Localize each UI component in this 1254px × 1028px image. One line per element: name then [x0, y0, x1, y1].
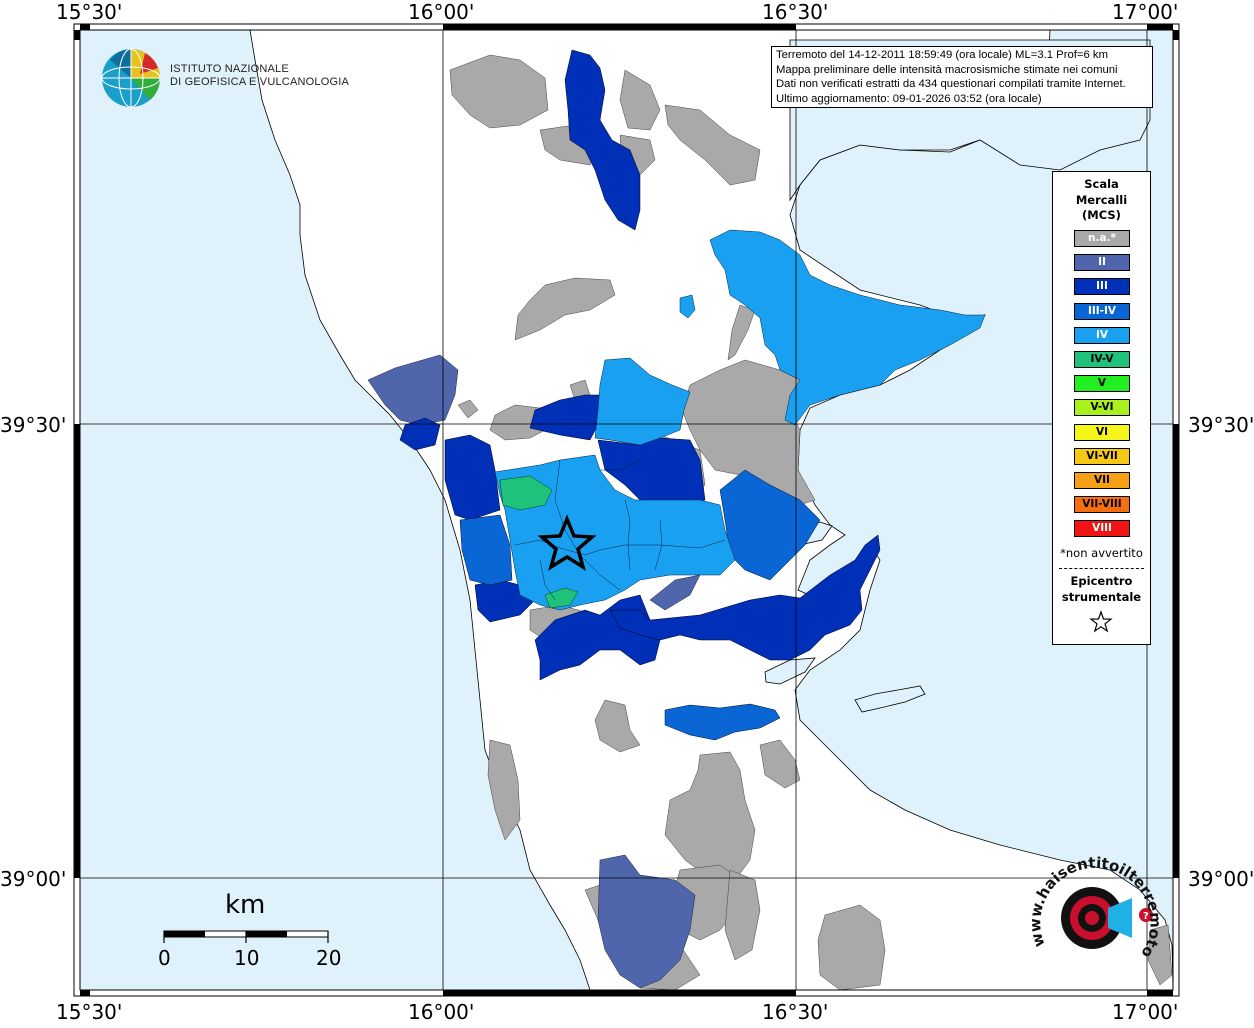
- municipality-ii: [597, 854, 696, 989]
- lon-label-bottom-2: 16°00': [408, 1000, 475, 1024]
- legend-item: II: [1074, 254, 1130, 272]
- logo-line: ISTITUTO NAZIONALE: [170, 63, 289, 75]
- municipality-iv-v: [499, 475, 553, 511]
- municipality-na: [817, 904, 886, 991]
- legend-item: IV-V: [1074, 351, 1130, 368]
- lon-label-top-2: 16°00': [408, 0, 475, 24]
- legend-note: *non avvertito: [1060, 546, 1143, 560]
- map-frame: [73, 23, 1180, 997]
- event-info-line: Terremoto del 14-12-2011 18:59:49 (ora l…: [776, 49, 1108, 61]
- municipality-iii-iv: [459, 514, 513, 586]
- municipalities-intensity-iv-v: [499, 475, 579, 609]
- epicenter-star-icon: [537, 514, 597, 571]
- lon-label-bottom-3: 16°30': [762, 1000, 829, 1024]
- legend-epicenter-line: strumentale: [1061, 589, 1142, 604]
- municipalities-na: [449, 54, 1173, 991]
- legend-title-line: Scala: [1084, 177, 1119, 191]
- municipality-na: [759, 739, 801, 789]
- scale-tick-10: 10: [234, 946, 260, 970]
- event-info-box: Terremoto del 14-12-2011 18:59:49 (ora l…: [771, 46, 1153, 108]
- municipalities-intensity-ii: [367, 354, 701, 989]
- event-info-line: Dati non verificati estratti da 434 ques…: [776, 78, 1126, 91]
- municipality-iii: [444, 434, 501, 521]
- municipality-iii: [564, 49, 641, 231]
- legend-item: VI: [1074, 423, 1130, 441]
- municipality-na: [724, 869, 761, 961]
- municipality-na: [681, 359, 816, 506]
- lake-3: [854, 685, 926, 713]
- ingv-logo-icon: [101, 48, 161, 108]
- legend-epicenter-line: Epicentro: [1070, 574, 1133, 588]
- municipality-iv: [679, 294, 696, 319]
- lat-label-right-2: 39°00': [1188, 867, 1254, 891]
- municipality-iii-iv: [664, 703, 781, 741]
- event-info-line: Mappa preliminare delle intensità macros…: [776, 63, 1118, 76]
- legend-item: IV: [1074, 326, 1130, 344]
- municipality-iv: [494, 454, 736, 611]
- lon-label-top-3: 16°30': [762, 0, 829, 24]
- municipality-na: [487, 739, 521, 841]
- legend-item: VIII: [1074, 520, 1130, 538]
- legend-item: III-IV: [1074, 302, 1130, 320]
- lat-label-left-2: 39°00': [0, 867, 67, 891]
- municipality-na: [449, 54, 549, 129]
- municipality-iv-v: [544, 587, 579, 609]
- scale-bar: [163, 930, 329, 943]
- municipalities-intensity-iii: [399, 49, 881, 681]
- ingv-logo-text: ISTITUTO NAZIONALE DI GEOFISICA E VULCAN…: [170, 63, 349, 89]
- logo-line: DI GEOFISICA E VULCANOLOGIA: [170, 76, 349, 88]
- legend-item: VI-VII: [1074, 447, 1130, 465]
- municipality-iv: [709, 229, 986, 426]
- event-info-line: Ultimo aggiornamento: 09-01-2026 03:52 (…: [776, 92, 1042, 105]
- lon-label-top-1: 15°30': [56, 0, 123, 24]
- municipality-na: [664, 104, 761, 186]
- legend-divider: [1059, 568, 1144, 569]
- municipality-na: [1147, 924, 1173, 986]
- municipality-iii: [399, 417, 441, 451]
- lon-label-top-4: 17°00': [1112, 0, 1179, 24]
- lon-label-bottom-1: 15°30': [56, 1000, 123, 1024]
- legend-item: VII-VIII: [1074, 496, 1130, 514]
- lon-label-bottom-4: 17°00': [1112, 1000, 1179, 1024]
- legend-item: VII: [1074, 472, 1130, 489]
- municipality-iii: [609, 534, 881, 661]
- svg-text:?: ?: [1143, 911, 1149, 922]
- legend-epicenter-label: Epicentro strumentale: [1053, 574, 1150, 605]
- municipality-na: [619, 69, 661, 131]
- municipality-iv: [594, 357, 691, 446]
- lat-label-left-1: 39°30': [0, 413, 67, 437]
- legend-item: V-VI: [1074, 399, 1130, 417]
- municipality-na: [457, 399, 479, 419]
- municipality-ii: [367, 354, 459, 426]
- legend-item: n.a.*: [1074, 230, 1130, 247]
- scale-tick-20: 20: [316, 946, 342, 970]
- municipalities-intensity-iv: [494, 229, 986, 611]
- legend-item: V: [1074, 375, 1130, 393]
- legend-item: III: [1074, 278, 1130, 296]
- legend-title-line: (MCS): [1082, 208, 1121, 222]
- municipality-na: [514, 277, 616, 341]
- scale-tick-0: 0: [158, 946, 171, 970]
- municipality-ii: [649, 574, 701, 611]
- legend-title: Scala Mercalli (MCS): [1053, 177, 1150, 224]
- scale-unit: km: [225, 890, 266, 920]
- municipalities-intensity-iii-iv: [459, 469, 821, 741]
- legend-star-icon: [1089, 610, 1113, 633]
- legend-title-line: Mercalli: [1075, 192, 1128, 207]
- lat-label-right-1: 39°30': [1188, 413, 1254, 437]
- mcs-legend: Scala Mercalli (MCS) n.a.* II III III-IV IV I…: [1052, 171, 1151, 645]
- municipality-na: [594, 699, 641, 753]
